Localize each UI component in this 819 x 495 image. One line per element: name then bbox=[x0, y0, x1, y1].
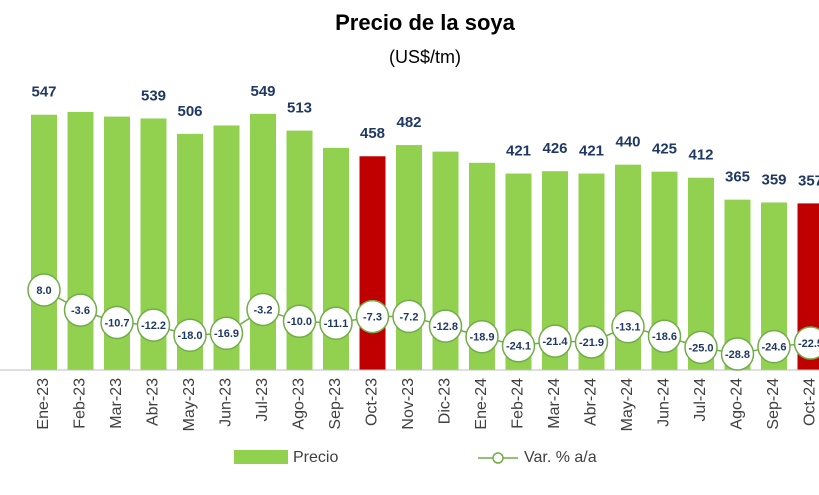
bar-value-label: 365 bbox=[725, 169, 750, 186]
line-marker bbox=[246, 292, 280, 327]
line-marker bbox=[100, 305, 134, 340]
bar-value-label: 359 bbox=[761, 171, 786, 188]
line-marker bbox=[319, 306, 353, 340]
x-tick-label: Jul-23 bbox=[254, 378, 271, 422]
bar-value-label: 482 bbox=[396, 114, 421, 131]
bar-value-label: 549 bbox=[250, 83, 275, 100]
bar-value-label: 547 bbox=[31, 84, 56, 101]
x-tick-label: Jun-24 bbox=[656, 378, 673, 427]
line-value-label: -10.7 bbox=[104, 317, 129, 329]
line-marker bbox=[209, 316, 244, 351]
line-marker bbox=[355, 299, 390, 334]
legend-marker bbox=[492, 452, 504, 464]
line-value-label: -18.9 bbox=[469, 332, 494, 344]
bar-value-label: 458 bbox=[360, 125, 385, 142]
line-value-label: -7.2 bbox=[400, 311, 419, 323]
line-marker bbox=[793, 326, 819, 360]
legend-label: Var. % a/a bbox=[524, 449, 597, 466]
chart-subtitle: (US$/tm) bbox=[389, 47, 461, 67]
bar-value-label: 421 bbox=[579, 143, 604, 160]
bar bbox=[359, 156, 386, 370]
line-marker bbox=[757, 329, 791, 364]
line-value-label: -24.1 bbox=[506, 341, 531, 353]
bar bbox=[396, 145, 422, 370]
x-tick-label: Oct-24 bbox=[802, 378, 819, 426]
chart-title: Precio de la soya bbox=[335, 10, 516, 35]
line-value-label: -28.8 bbox=[725, 349, 750, 361]
line-marker bbox=[647, 319, 682, 353]
line-value-label: -12.2 bbox=[141, 320, 166, 332]
bar-value-label: 357 bbox=[798, 172, 819, 189]
x-tick-label: Ago-24 bbox=[729, 378, 746, 430]
line-value-label: -13.1 bbox=[615, 322, 640, 334]
line-marker bbox=[465, 320, 499, 354]
x-tick-label: Abr-24 bbox=[583, 378, 600, 426]
line-value-label: -3.2 bbox=[254, 304, 273, 316]
x-tick-label: Feb-24 bbox=[510, 378, 527, 429]
bar-value-label: 426 bbox=[542, 140, 567, 157]
line-value-label: -21.9 bbox=[579, 337, 604, 349]
line-marker bbox=[27, 273, 61, 307]
bar-value-label: 425 bbox=[652, 141, 677, 158]
line-value-label: -24.6 bbox=[761, 342, 786, 354]
bar bbox=[67, 111, 94, 370]
x-tick-label: Dic-23 bbox=[437, 378, 454, 424]
x-tick-label: Ene-23 bbox=[35, 378, 52, 430]
line-value-label: -22.5 bbox=[798, 338, 819, 350]
x-tick-label: Ago-23 bbox=[291, 378, 308, 430]
legend-swatch bbox=[234, 450, 288, 464]
x-tick-label: Ene-24 bbox=[473, 378, 490, 430]
x-tick-label: Nov-23 bbox=[400, 378, 417, 430]
line-marker bbox=[574, 325, 609, 359]
x-tick-label: May-24 bbox=[619, 378, 636, 431]
bar-value-label: 506 bbox=[177, 103, 202, 120]
bar-value-label: 440 bbox=[615, 134, 640, 151]
line-marker bbox=[538, 324, 572, 358]
line-value-label: -16.9 bbox=[214, 328, 239, 340]
x-tick-label: Jun-23 bbox=[218, 378, 235, 427]
bar bbox=[31, 114, 57, 370]
x-tick-label: Feb-23 bbox=[72, 378, 89, 429]
line bbox=[43, 289, 811, 355]
x-tick-label: Abr-23 bbox=[145, 378, 162, 426]
line-marker bbox=[611, 309, 645, 344]
line-marker bbox=[428, 309, 463, 343]
x-tick-label: Mar-23 bbox=[108, 378, 125, 429]
x-tick-label: May-23 bbox=[181, 378, 198, 431]
bar-value-label: 412 bbox=[688, 147, 713, 164]
bar-value-label: 513 bbox=[287, 100, 312, 117]
bar-value-label: 421 bbox=[506, 143, 531, 160]
legend-label: Precio bbox=[293, 449, 338, 466]
line-value-label: -10.0 bbox=[287, 316, 312, 328]
line-marker bbox=[173, 318, 207, 352]
x-tick-label: Sep-24 bbox=[765, 378, 782, 430]
line-value-label: 8.0 bbox=[36, 285, 51, 297]
line-value-label: -18.0 bbox=[177, 330, 202, 342]
line-value-label: -11.1 bbox=[324, 318, 348, 330]
line-marker bbox=[684, 330, 718, 365]
line-value-label: -18.6 bbox=[652, 331, 677, 343]
line-value-label: -7.3 bbox=[363, 311, 382, 323]
line-value-label: -3.6 bbox=[71, 305, 90, 317]
bar-value-label: 539 bbox=[141, 87, 166, 104]
line-marker bbox=[720, 337, 755, 371]
line-value-label: -12.8 bbox=[433, 321, 458, 333]
x-tick-label: Sep-23 bbox=[327, 378, 344, 430]
x-tick-label: Oct-23 bbox=[364, 378, 381, 426]
bar bbox=[250, 113, 276, 371]
x-tick-label: Jul-24 bbox=[692, 378, 709, 422]
line-marker bbox=[392, 299, 426, 334]
x-tick-label: Mar-24 bbox=[546, 378, 563, 429]
line-marker bbox=[63, 293, 98, 327]
line-marker bbox=[501, 329, 536, 363]
line-marker bbox=[282, 304, 317, 339]
line-marker bbox=[136, 308, 171, 342]
line-value-label: -25.0 bbox=[688, 342, 713, 354]
line-value-label: -21.4 bbox=[542, 336, 568, 348]
